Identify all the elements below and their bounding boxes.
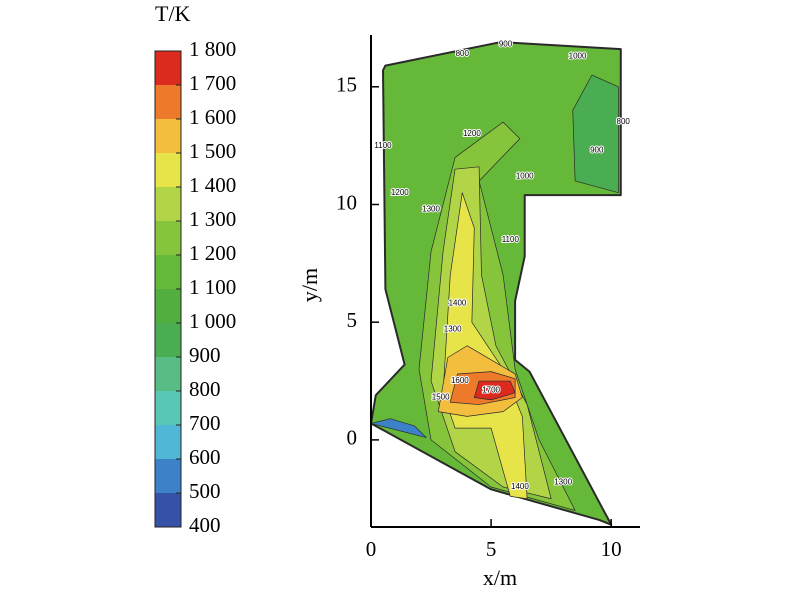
contour-label: 800 <box>456 49 470 58</box>
colorbar-band <box>155 153 181 187</box>
colorbar-band <box>155 391 181 425</box>
x-tick-label: 0 <box>366 537 377 561</box>
contour-label: 1500 <box>432 393 450 402</box>
colorbar-band <box>155 323 181 357</box>
colorbar-band <box>155 459 181 493</box>
x-axis-label: x/m <box>483 565 517 590</box>
colorbar-title: T/K <box>155 1 191 26</box>
colorbar-band <box>155 255 181 289</box>
colorbar-tick-label: 1 300 <box>189 207 236 231</box>
colorbar-band <box>155 187 181 221</box>
colorbar-tick-label: 1 000 <box>189 309 236 333</box>
colorbar-band <box>155 289 181 323</box>
colorbar-tick-label: 600 <box>189 445 221 469</box>
colorbar-band <box>155 493 181 527</box>
contour-label: 1100 <box>374 141 392 150</box>
colorbar-tick-label: 900 <box>189 343 221 367</box>
y-axis-label: y/m <box>297 268 322 302</box>
contour-label: 1400 <box>449 298 467 307</box>
colorbar-band <box>155 85 181 119</box>
colorbar-band <box>155 119 181 153</box>
x-tick-label: 5 <box>486 537 497 561</box>
contour-label: 1600 <box>451 376 469 385</box>
colorbar-tick-label: 500 <box>189 479 221 503</box>
contour-label: 1300 <box>554 477 572 486</box>
contour-label: 900 <box>499 40 513 49</box>
y-tick-label: 15 <box>336 73 357 97</box>
colorbar-tick-label: 1 600 <box>189 105 236 129</box>
contour-label: 900 <box>590 145 604 154</box>
y-tick-label: 0 <box>347 426 358 450</box>
colorbar-tick-label: 1 200 <box>189 241 236 265</box>
colorbar-tick-label: 1 400 <box>189 173 236 197</box>
colorbar-tick-label: 700 <box>189 411 221 435</box>
contour-region <box>473 380 516 401</box>
contour-label: 1000 <box>516 171 534 180</box>
contour-label: 1100 <box>502 235 520 244</box>
colorbar-tick-label: 1 500 <box>189 139 236 163</box>
colorbar-band <box>155 357 181 391</box>
contour-label: 1200 <box>463 129 481 138</box>
contour-region <box>370 418 427 438</box>
colorbar-tick-label: 400 <box>189 513 221 537</box>
contour-label: 800 <box>617 117 631 126</box>
contour-label: 1300 <box>444 324 462 333</box>
colorbar-tick-label: 1 100 <box>189 275 236 299</box>
contour-label: 1200 <box>391 188 409 197</box>
x-tick-label: 10 <box>601 537 622 561</box>
colorbar-tick-label: 1 800 <box>189 37 236 61</box>
contour-label: 1300 <box>422 204 440 213</box>
contour-label: 1000 <box>569 51 587 60</box>
contour-region <box>572 74 619 194</box>
colorbar-band <box>155 221 181 255</box>
colorbar-tick-label: 800 <box>189 377 221 401</box>
colorbar-band <box>155 51 181 85</box>
y-tick-label: 5 <box>347 308 358 332</box>
contour-label: 1700 <box>482 386 500 395</box>
y-tick-label: 10 <box>336 190 357 214</box>
colorbar-tick-label: 1 700 <box>189 71 236 95</box>
colorbar-band <box>155 425 181 459</box>
contour-label: 1400 <box>511 482 529 491</box>
